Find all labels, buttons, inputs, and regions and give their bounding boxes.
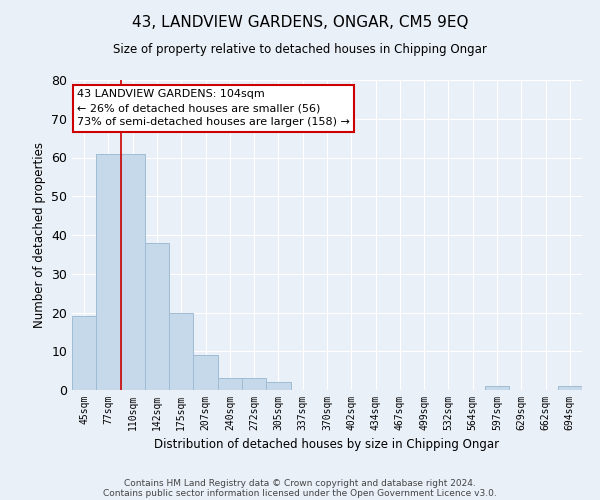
Text: 43 LANDVIEW GARDENS: 104sqm
← 26% of detached houses are smaller (56)
73% of sem: 43 LANDVIEW GARDENS: 104sqm ← 26% of det… — [77, 90, 350, 128]
Y-axis label: Number of detached properties: Number of detached properties — [32, 142, 46, 328]
Bar — [266, 382, 290, 390]
Bar — [242, 378, 266, 390]
Bar — [72, 316, 96, 390]
Bar — [218, 378, 242, 390]
X-axis label: Distribution of detached houses by size in Chipping Ongar: Distribution of detached houses by size … — [154, 438, 500, 452]
Bar — [193, 355, 218, 390]
Bar — [145, 243, 169, 390]
Bar — [558, 386, 582, 390]
Text: Contains public sector information licensed under the Open Government Licence v3: Contains public sector information licen… — [103, 489, 497, 498]
Bar — [96, 154, 121, 390]
Bar — [121, 154, 145, 390]
Bar — [169, 312, 193, 390]
Text: Contains HM Land Registry data © Crown copyright and database right 2024.: Contains HM Land Registry data © Crown c… — [124, 478, 476, 488]
Text: Size of property relative to detached houses in Chipping Ongar: Size of property relative to detached ho… — [113, 42, 487, 56]
Bar — [485, 386, 509, 390]
Text: 43, LANDVIEW GARDENS, ONGAR, CM5 9EQ: 43, LANDVIEW GARDENS, ONGAR, CM5 9EQ — [132, 15, 468, 30]
